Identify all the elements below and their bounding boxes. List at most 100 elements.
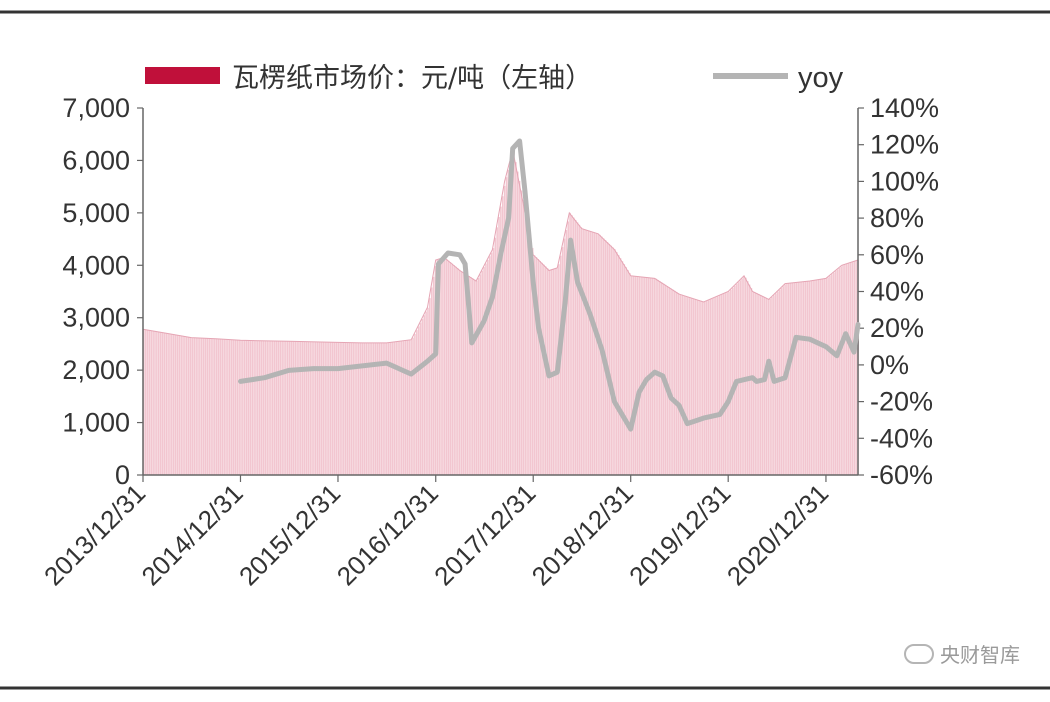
- price-bar: [305, 341, 308, 475]
- price-bar: [210, 338, 212, 475]
- price-bar: [257, 340, 259, 475]
- price-bar: [690, 297, 693, 475]
- price-bar: [685, 296, 687, 475]
- price-bar: [621, 261, 624, 475]
- left-tick-label: 0: [115, 460, 130, 490]
- price-bar: [488, 256, 491, 475]
- price-bar: [531, 247, 534, 475]
- price-bar: [240, 340, 242, 475]
- right-tick-label: 60%: [870, 240, 924, 270]
- price-bar: [616, 252, 618, 475]
- right-tick-label: -60%: [870, 460, 933, 490]
- price-bar: [275, 341, 278, 475]
- price-bar: [589, 231, 592, 475]
- price-bar: [143, 329, 145, 475]
- price-bar: [202, 338, 205, 475]
- price-bar: [423, 315, 426, 475]
- price-bar: [458, 269, 461, 475]
- price-bar: [507, 169, 510, 475]
- price-bar: [703, 301, 706, 475]
- price-bar: [731, 287, 734, 475]
- price-bar: [174, 334, 177, 475]
- price-bar: [444, 257, 446, 475]
- price-bar: [165, 333, 168, 475]
- price-bar: [466, 274, 469, 475]
- price-bar: [408, 340, 411, 475]
- price-bar: [679, 294, 682, 475]
- price-bar: [255, 340, 257, 475]
- price-bar: [610, 245, 612, 475]
- price-bar: [642, 277, 644, 475]
- price-bar: [229, 339, 231, 475]
- price-bar: [756, 293, 758, 475]
- price-bar: [359, 342, 362, 475]
- price-bar: [636, 276, 639, 475]
- price-bar: [320, 341, 323, 475]
- yoy-line: [238, 138, 861, 432]
- price-bar: [331, 342, 334, 475]
- right-tick-label: 40%: [870, 277, 924, 307]
- price-bar: [812, 280, 814, 475]
- price-bar: [614, 249, 616, 475]
- price-bar: [709, 299, 712, 475]
- price-bar: [788, 283, 790, 475]
- price-bar: [472, 278, 474, 475]
- price-bar: [245, 340, 248, 475]
- price-bar: [750, 288, 753, 475]
- price-bar: [707, 300, 710, 475]
- price-bar: [653, 278, 655, 475]
- price-bar: [301, 341, 304, 475]
- price-bar: [773, 295, 775, 475]
- price-bar: [442, 258, 444, 475]
- price-bar: [681, 294, 684, 475]
- price-bar: [535, 257, 538, 475]
- price-bar: [638, 276, 641, 475]
- price-bar: [659, 281, 661, 475]
- price-bar: [675, 292, 678, 475]
- price-bar: [234, 339, 237, 475]
- price-bar: [236, 340, 239, 475]
- price-bar: [630, 275, 633, 475]
- right-tick-label: 0%: [870, 350, 909, 380]
- price-bar: [494, 237, 497, 475]
- legend-swatch-price: [145, 67, 220, 84]
- price-bar: [361, 342, 364, 475]
- price-bar: [479, 274, 482, 475]
- price-bar: [629, 273, 631, 475]
- price-bar: [515, 162, 517, 475]
- price-bar: [752, 291, 755, 475]
- price-bar: [335, 342, 338, 475]
- price-bar: [509, 162, 512, 475]
- price-bar: [462, 272, 465, 475]
- price-bar: [363, 342, 366, 475]
- price-bar: [187, 337, 190, 475]
- right-tick-label: -40%: [870, 423, 933, 453]
- left-tick-label: 5,000: [62, 198, 130, 228]
- price-bar: [619, 258, 622, 475]
- price-bar: [692, 298, 695, 475]
- price-bar: [496, 227, 498, 475]
- left-tick-label: 1,000: [62, 408, 130, 438]
- price-bar: [315, 341, 317, 475]
- price-bar: [341, 342, 343, 475]
- price-bar: [715, 297, 717, 475]
- price-bar: [247, 340, 250, 475]
- price-bar: [571, 215, 573, 475]
- price-bar: [180, 335, 182, 475]
- price-bar: [539, 260, 541, 475]
- price-bar: [687, 296, 689, 475]
- price-bar: [189, 337, 192, 475]
- x-tick-label: 2016/12/31: [331, 478, 444, 591]
- price-bar: [821, 279, 824, 475]
- price-bar: [477, 277, 480, 475]
- price-bar: [804, 281, 807, 475]
- legend: 瓦楞纸市场价：元/吨（左轴） yoy: [145, 62, 844, 94]
- price-bar: [688, 297, 691, 475]
- price-bar: [303, 341, 306, 475]
- price-bar: [146, 329, 149, 475]
- price-bar: [516, 171, 519, 475]
- price-bar: [217, 338, 220, 475]
- price-bar: [724, 293, 727, 475]
- price-bar: [350, 342, 353, 475]
- price-bar: [623, 264, 626, 475]
